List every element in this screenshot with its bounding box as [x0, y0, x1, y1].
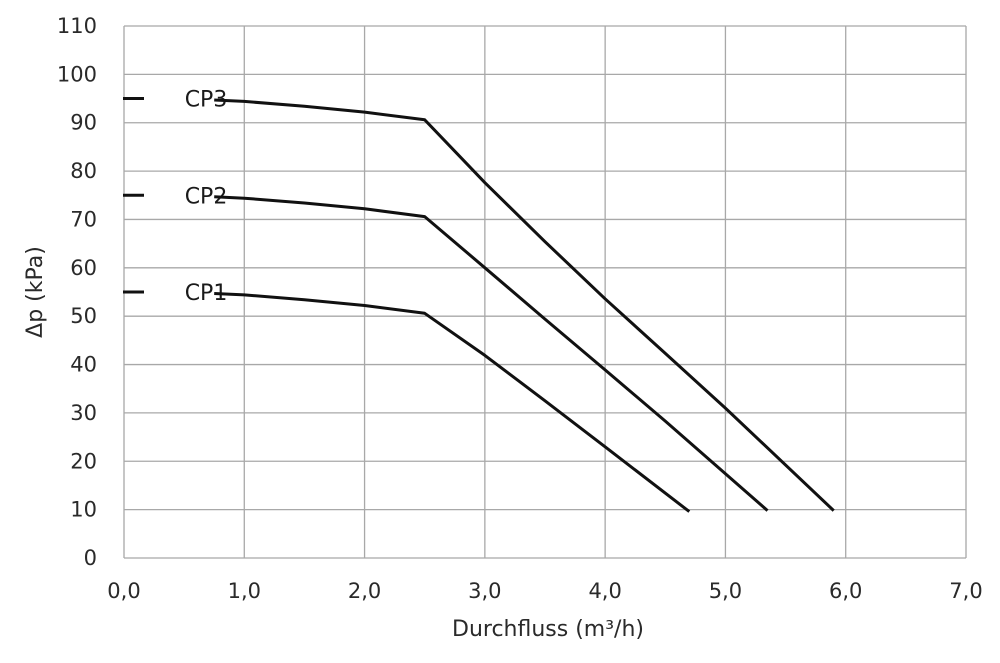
x-tick-label: 5,0 [709, 579, 742, 603]
x-tick-label: 6,0 [829, 579, 862, 603]
y-tick-label: 40 [70, 353, 97, 377]
y-tick-label: 80 [70, 159, 97, 183]
x-tick-label: 1,0 [228, 579, 261, 603]
x-tick-label: 2,0 [348, 579, 381, 603]
x-axis-ticks: 0,0 1,0 2,0 3,0 4,0 5,0 6,0 7,0 [107, 579, 982, 603]
y-tick-label: 110 [57, 14, 97, 38]
y-tick-label: 0 [84, 546, 97, 570]
y-tick-label: 50 [70, 304, 97, 328]
x-tick-label: 4,0 [588, 579, 621, 603]
x-axis-title: Durchfluss (m³/h) [452, 617, 644, 642]
x-tick-label: 0,0 [107, 579, 140, 603]
series-cp3: CP3 [123, 88, 835, 512]
y-tick-label: 30 [70, 401, 97, 425]
y-tick-label: 10 [70, 498, 97, 522]
y-axis-ticks: 0 10 20 30 40 50 60 70 80 90 100 110 [57, 14, 97, 570]
series-line [214, 195, 769, 512]
y-tick-label: 100 [57, 62, 97, 86]
series-cp2: CP2 [123, 184, 769, 512]
grid [123, 25, 967, 559]
series-cp1: CP1 [123, 281, 691, 513]
x-tick-label: 7,0 [949, 579, 982, 603]
y-tick-label: 70 [70, 207, 97, 231]
y-axis-title: Δp (kPa) [23, 246, 48, 338]
y-tick-label: 60 [70, 256, 97, 280]
y-tick-label: 90 [70, 111, 97, 135]
x-tick-label: 3,0 [468, 579, 501, 603]
series-line [214, 98, 835, 512]
series-line [214, 292, 691, 513]
y-tick-label: 20 [70, 449, 97, 473]
